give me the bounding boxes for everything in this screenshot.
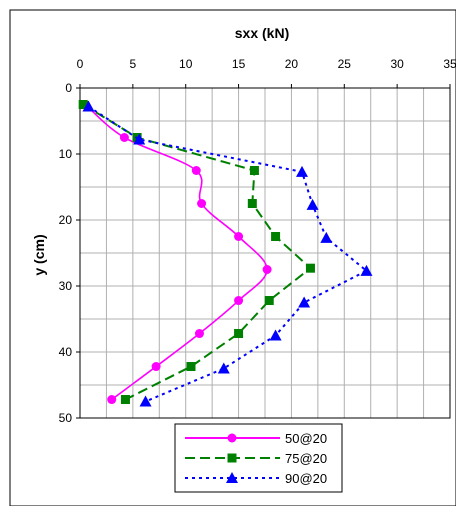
data-point — [269, 329, 282, 341]
data-point — [186, 362, 196, 372]
data-point — [151, 362, 161, 372]
y-tick-labels: 0 10 20 30 40 50 — [59, 81, 80, 425]
x-tick-label: 35 — [443, 57, 456, 71]
data-point — [264, 296, 274, 306]
x-tick-labels: 0 5 10 15 20 25 30 35 — [77, 57, 456, 88]
y-tick-label: 50 — [59, 411, 73, 425]
data-point — [262, 265, 272, 274]
data-point — [217, 362, 230, 374]
series-3 — [82, 100, 373, 407]
x-tick-label: 25 — [338, 57, 352, 71]
data-point — [120, 395, 130, 405]
data-point — [296, 165, 308, 177]
data-point — [305, 263, 315, 273]
legend-label: 90@20 — [285, 471, 327, 486]
y-axis-title: y (cm) — [31, 234, 47, 275]
y-tick-label: 40 — [59, 345, 73, 359]
x-axis-title: sxx (kN) — [235, 25, 289, 41]
data-point — [247, 199, 257, 208]
x-tick-label: 5 — [130, 57, 137, 71]
y-tick-label: 0 — [65, 81, 72, 95]
data-point — [139, 395, 152, 407]
data-point — [249, 166, 259, 175]
data-point — [320, 231, 333, 243]
series-line — [84, 103, 268, 401]
legend: 50@20 75@20 90@20 — [174, 423, 343, 493]
data-point — [191, 166, 201, 175]
data-point — [119, 133, 129, 142]
data-point — [133, 133, 146, 145]
series-layer — [78, 100, 373, 407]
legend-entry: 50@20 — [185, 431, 327, 446]
series-line — [82, 103, 313, 401]
data-point — [271, 232, 281, 241]
data-point — [234, 232, 244, 241]
x-tick-label: 10 — [179, 57, 193, 71]
legend-label: 75@20 — [285, 451, 327, 466]
data-point — [78, 100, 88, 109]
data-point — [298, 296, 311, 308]
data-point — [197, 199, 207, 208]
data-point — [306, 198, 319, 210]
legend-entry: 90@20 — [185, 471, 327, 486]
x-tick-label: 30 — [390, 57, 404, 71]
legend-marker — [226, 472, 238, 483]
legend-marker — [227, 433, 237, 443]
legend-entry: 75@20 — [185, 451, 327, 466]
data-point — [234, 296, 244, 306]
series-1 — [80, 100, 272, 405]
y-tick-label: 10 — [59, 147, 73, 161]
series-line — [87, 105, 369, 403]
data-point — [107, 395, 117, 405]
y-tick-label: 20 — [59, 213, 73, 227]
legend-label: 50@20 — [285, 431, 327, 446]
x-tick-label: 20 — [285, 57, 299, 71]
data-point — [360, 264, 373, 276]
plot-area-frame — [79, 87, 451, 419]
data-point — [82, 100, 95, 112]
x-tick-label: 15 — [232, 57, 246, 71]
data-point — [234, 329, 244, 339]
legend-marker — [227, 453, 237, 463]
data-point — [194, 329, 204, 339]
y-tick-label: 30 — [59, 279, 73, 293]
outer-frame — [9, 9, 456, 507]
grid-lines — [79, 87, 451, 419]
x-tick-label: 0 — [77, 57, 84, 71]
